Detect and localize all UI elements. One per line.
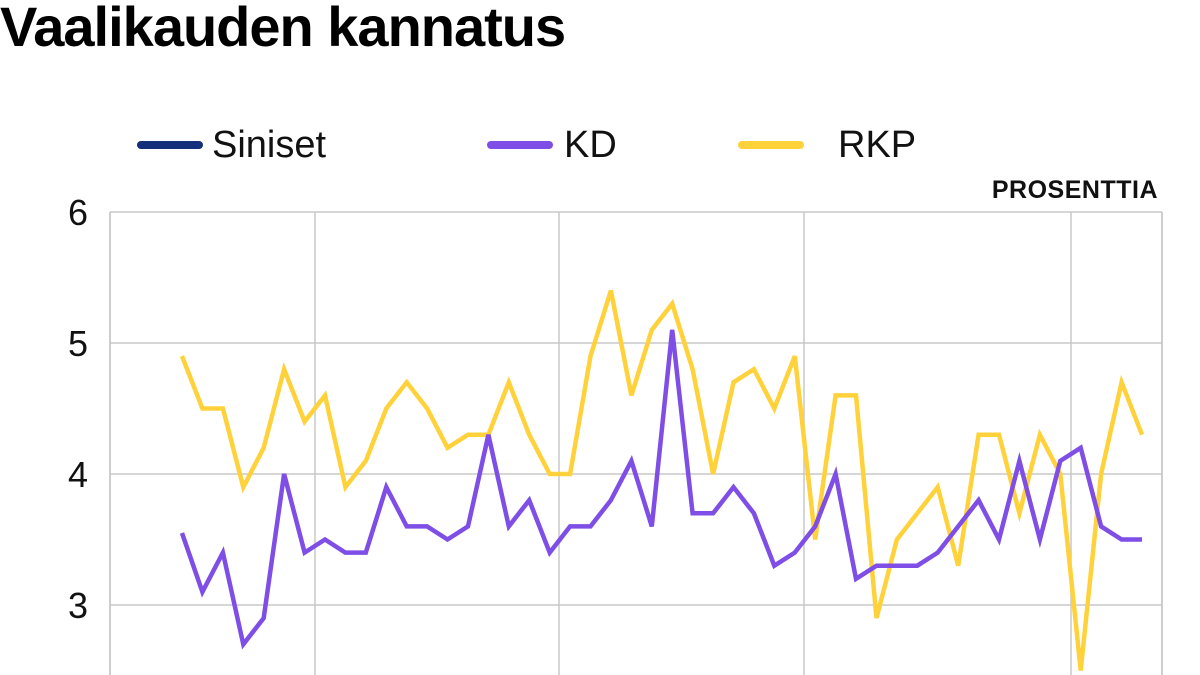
unit-label: PROSENTTIA bbox=[991, 176, 1158, 204]
chart-title: Vaalikauden kannatus bbox=[0, 0, 566, 58]
y-tick-label: 3 bbox=[68, 585, 88, 626]
legend-label-siniset: Siniset bbox=[212, 124, 327, 166]
legend-label-rkp: RKP bbox=[838, 124, 917, 166]
legend-label-kd: KD bbox=[564, 124, 617, 166]
y-tick-label: 5 bbox=[68, 323, 88, 364]
legend-swatch-kd bbox=[487, 141, 553, 149]
chart-grid bbox=[109, 211, 1163, 675]
legend-swatch-siniset bbox=[137, 141, 203, 149]
series-line-rkp bbox=[179, 289, 1145, 671]
y-axis-ticks: 6 5 4 3 bbox=[68, 192, 88, 626]
legend-swatch-rkp bbox=[738, 141, 804, 149]
chart-lines bbox=[179, 289, 1145, 671]
series-line-kd bbox=[179, 329, 1142, 650]
y-tick-label: 4 bbox=[68, 454, 88, 495]
y-tick-label: 6 bbox=[68, 192, 88, 233]
